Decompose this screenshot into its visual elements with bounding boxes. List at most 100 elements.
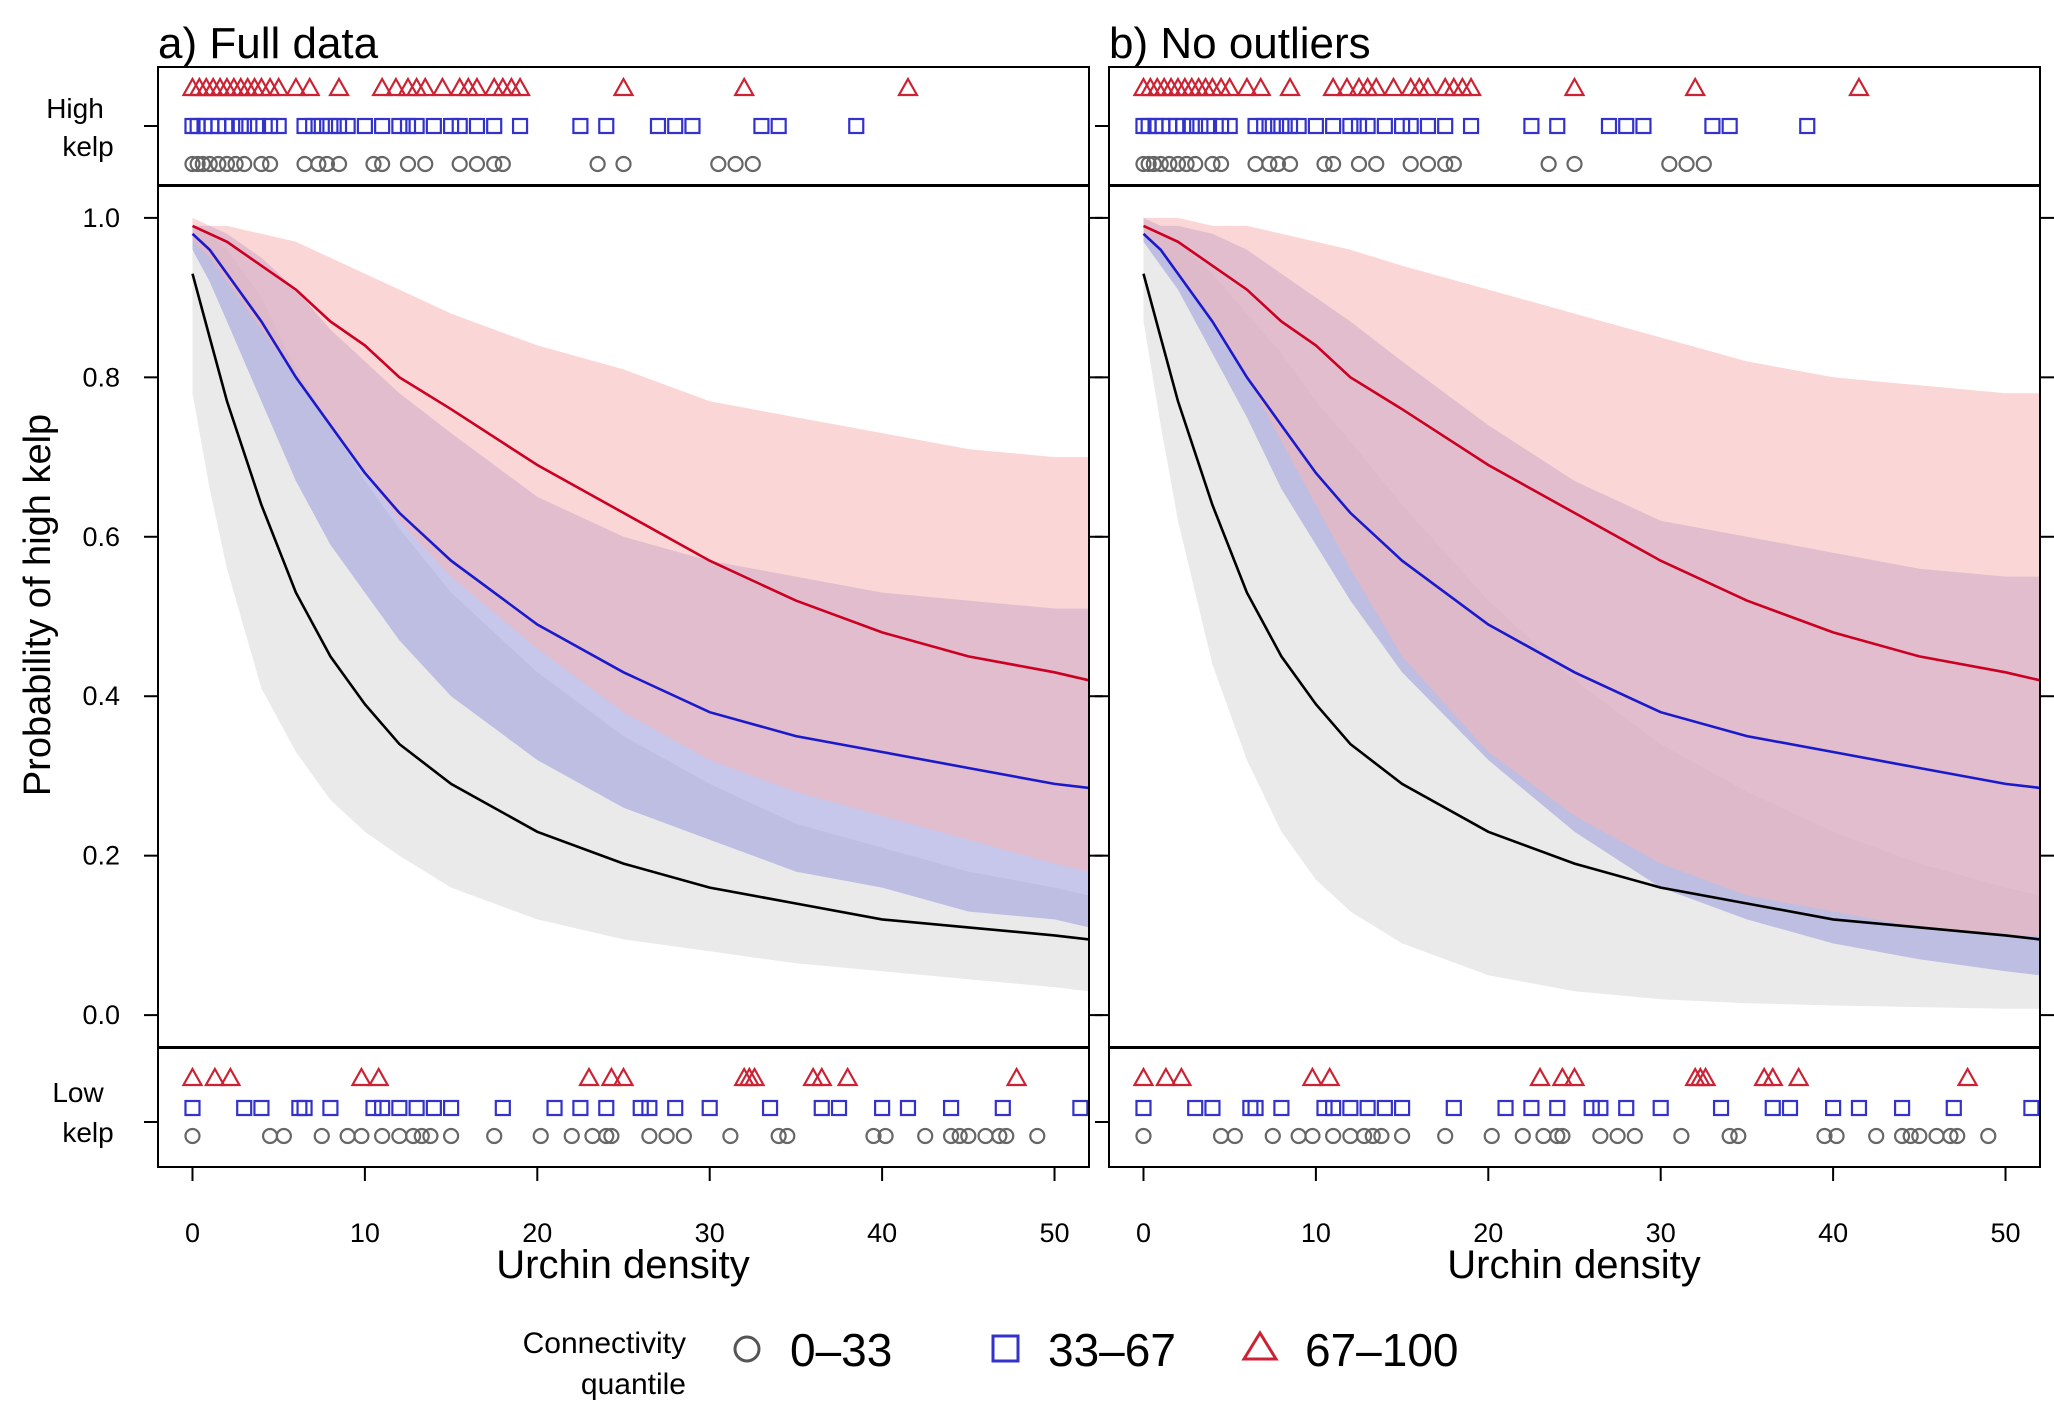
- rug-point-high-square: [1618, 117, 1635, 135]
- rug-point-high-circle: [194, 155, 211, 173]
- x-tick-label: 10: [350, 1218, 380, 1248]
- rug-point-low-triangle: [1563, 1066, 1586, 1087]
- rug-point-low-circle: [977, 1127, 994, 1145]
- rug-point-high-circle: [1316, 155, 1333, 173]
- x-tick-label: 0: [185, 1218, 200, 1248]
- rug-point-low-circle: [877, 1127, 894, 1145]
- rug-point-high-circle: [1178, 155, 1195, 173]
- rug-point-low-square: [184, 1099, 201, 1117]
- rug-point-high-square: [322, 117, 339, 135]
- rug-point-low-triangle: [1318, 1066, 1341, 1087]
- rug-point-high-square: [684, 117, 701, 135]
- rug-point-low-square: [291, 1099, 308, 1117]
- rug-point-high-square: [224, 117, 241, 135]
- y-axis-title: Probability of high kelp: [17, 414, 59, 796]
- rug-point-low-circle: [1212, 1127, 1230, 1145]
- high-kelp-label-line2: kelp: [62, 131, 113, 162]
- rug-point-low-circle: [779, 1127, 796, 1145]
- rug-point-low-triangle: [1761, 1066, 1784, 1087]
- rug-point-low-circle: [184, 1127, 201, 1145]
- rug-point-high-circle: [227, 155, 244, 173]
- rug-point-low-circle: [1911, 1127, 1928, 1145]
- rug-point-low-circle: [998, 1127, 1015, 1145]
- rug-point-high-square: [1247, 117, 1264, 135]
- rug-point-low-square: [1376, 1099, 1393, 1117]
- y-tick-label: 1.0: [82, 203, 120, 233]
- rug-point-low-circle: [1828, 1127, 1845, 1145]
- rug-point-high-square: [1402, 117, 1419, 135]
- rug-point-low-circle: [1373, 1127, 1390, 1145]
- rug-point-low-circle: [1893, 1127, 1911, 1145]
- low-kelp-label-line1: Low: [52, 1077, 104, 1108]
- rug-point-low-circle: [1609, 1127, 1626, 1145]
- rug-point-low-circle: [1549, 1127, 1566, 1145]
- rug-point-high-circle: [1695, 155, 1712, 173]
- rug-point-high-square: [1325, 117, 1342, 135]
- rug-point-high-circle: [1419, 155, 1437, 173]
- rug-point-low-circle: [1592, 1127, 1609, 1145]
- rug-point-low-circle: [865, 1127, 882, 1145]
- rug-point-low-triangle: [1694, 1066, 1717, 1087]
- rug-point-low-triangle: [578, 1066, 600, 1087]
- panel-b-title: b) No outliers: [1109, 19, 1371, 68]
- rug-point-high-square: [442, 117, 460, 135]
- rug-point-low-circle: [1902, 1127, 1919, 1145]
- rug-point-low-square: [1583, 1099, 1600, 1117]
- panel-b-x-axis-title: Urchin density: [1447, 1243, 1700, 1287]
- rug-point-high-triangle: [1249, 76, 1272, 97]
- rug-point-low-triangle: [1155, 1066, 1177, 1087]
- x-tick-label: 30: [695, 1218, 725, 1248]
- fit-line-circle: [1142, 273, 2041, 941]
- confidence-band-triangle: [1143, 217, 2040, 936]
- legend-title-line1: Connectivity: [523, 1327, 686, 1360]
- panel-b-bottom-rug-frame: [1108, 1047, 2041, 1168]
- rug-point-low-circle: [1437, 1127, 1454, 1145]
- x-tick-label: 40: [867, 1218, 897, 1248]
- panel-a-x-axis-title: Urchin density: [496, 1243, 749, 1287]
- rug-point-high-square: [1635, 117, 1652, 135]
- rug-point-high-circle: [189, 155, 206, 173]
- rug-point-high-square: [374, 117, 391, 135]
- rug-point-high-triangle: [1563, 76, 1586, 97]
- rug-point-high-circle: [1661, 155, 1678, 173]
- rug-point-low-square: [1273, 1099, 1290, 1117]
- x-tick-label: 20: [1473, 1218, 1503, 1248]
- rug-point-low-circle: [1264, 1127, 1281, 1145]
- fit-line-circle: [191, 273, 1090, 941]
- rug-point-high-circle: [710, 155, 727, 173]
- legend-item-67-100: 67–100: [1241, 1324, 1459, 1376]
- rug-point-high-triangle: [897, 76, 919, 97]
- rug-point-low-square: [667, 1099, 684, 1117]
- legend-label-0-33: 0–33: [790, 1324, 892, 1376]
- rug-point-low-square: [1549, 1099, 1566, 1117]
- rug-point-low-triangle: [1529, 1066, 1551, 1087]
- rug-point-high-triangle: [1322, 76, 1345, 97]
- rug-point-high-triangle: [733, 76, 756, 97]
- fit-line-triangle: [191, 224, 1090, 682]
- rug-point-high-square: [1419, 117, 1437, 135]
- rug-point-high-circle: [184, 155, 201, 173]
- rug-point-low-circle: [584, 1127, 601, 1145]
- rug-point-low-square: [598, 1099, 615, 1117]
- rug-point-high-circle: [261, 155, 279, 173]
- rug-point-high-square: [1264, 117, 1281, 135]
- rug-point-low-triangle: [1301, 1066, 1324, 1087]
- rug-point-high-triangle: [509, 76, 531, 97]
- rug-point-high-square: [649, 117, 667, 135]
- rug-point-high-circle: [1145, 155, 1162, 173]
- rug-point-high-circle: [1261, 155, 1278, 173]
- rug-point-high-circle: [236, 155, 253, 173]
- panel-b-fit-lines: [1142, 224, 2041, 941]
- rug-point-low-circle: [1949, 1127, 1966, 1145]
- legend-square-marker: [991, 1334, 1020, 1363]
- rug-point-high-square: [451, 117, 468, 135]
- rug-point-low-triangle: [204, 1066, 226, 1087]
- rug-point-low-square: [761, 1099, 779, 1117]
- rug-point-high-triangle: [414, 76, 437, 97]
- rug-point-low-circle: [770, 1127, 787, 1145]
- rug-point-high-square: [770, 117, 787, 135]
- rug-point-low-circle: [1730, 1127, 1747, 1145]
- rug-point-high-circle: [1678, 155, 1695, 173]
- confidence-band-triangle: [192, 217, 1089, 872]
- rug-point-low-triangle: [350, 1066, 373, 1087]
